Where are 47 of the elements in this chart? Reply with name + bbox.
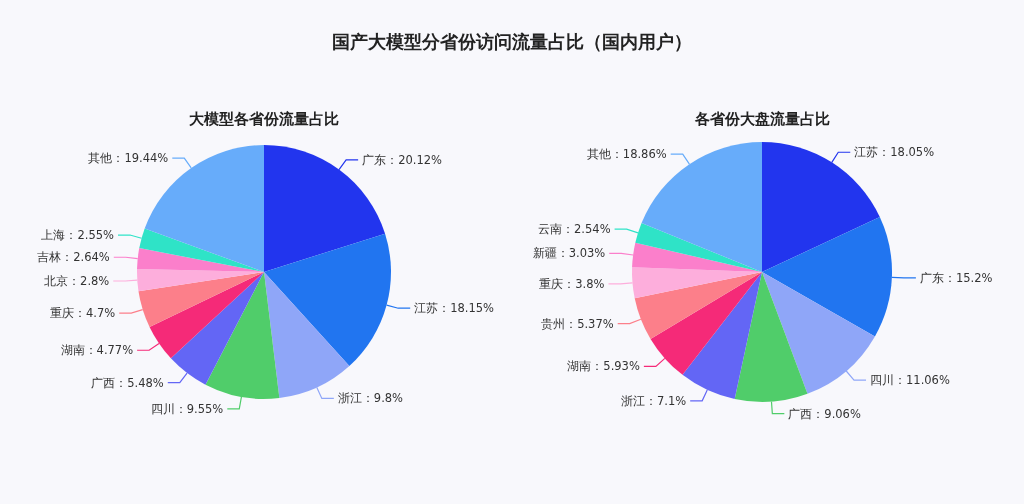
data-label: ：3.03% xyxy=(556,246,606,261)
slice-label: 江苏 xyxy=(414,301,439,316)
slice-label: 北京 xyxy=(44,273,69,288)
data-label: ：18.15% xyxy=(438,301,495,316)
slice-label: 上海 xyxy=(41,228,66,243)
data-label: ：5.37% xyxy=(565,316,614,331)
data-label: ：3.8% xyxy=(563,276,605,291)
slice-label: 广西 xyxy=(91,375,116,390)
slice-label: 其他 xyxy=(586,147,611,162)
data-label: ：9.8% xyxy=(361,391,404,406)
slice-label: 广东 xyxy=(919,270,944,285)
slice-label: 重庆 xyxy=(50,306,74,321)
data-label: ：2.64% xyxy=(61,250,110,265)
data-label: ：18.86% xyxy=(610,147,667,162)
data-label: ：18.05% xyxy=(878,145,935,160)
slice-label: 四川 xyxy=(150,401,175,416)
data-label: ：15.2% xyxy=(943,270,993,285)
chart-subtitle: 大模型各省份流量占比 xyxy=(189,110,339,128)
data-label: ：4.77% xyxy=(84,343,134,358)
data-label: ：2.55% xyxy=(65,228,115,243)
data-label: ：4.7% xyxy=(74,306,116,321)
slice-label: 贵州 xyxy=(541,316,566,331)
slice-label: 江苏 xyxy=(854,145,879,160)
data-label: ：9.55% xyxy=(174,401,224,416)
slice-label: 广东 xyxy=(362,152,387,167)
slice-label: 湖南 xyxy=(60,343,85,358)
slice-label: 湖南 xyxy=(567,359,592,374)
data-label: ：9.06% xyxy=(812,406,861,421)
data-label: ：5.93% xyxy=(591,359,640,374)
data-label: ：19.44% xyxy=(112,151,169,166)
slice-label: 浙江 xyxy=(620,393,645,408)
slice-label: 浙江 xyxy=(337,391,362,406)
slice-label: 其他 xyxy=(88,151,113,166)
slice-label: 吉林 xyxy=(37,250,62,265)
data-label: ：5.48% xyxy=(115,375,164,390)
slice-label: 云南 xyxy=(538,222,563,237)
slice-label: 重庆 xyxy=(539,276,564,291)
data-label: ：7.1% xyxy=(644,393,687,408)
data-label: ：11.06% xyxy=(894,373,950,388)
chart-title: 国产大模型分省份访问流量占比（国内用户） xyxy=(332,31,692,52)
slice-label: 广西 xyxy=(788,406,813,421)
data-label: ：2.54% xyxy=(562,222,611,237)
slice-label: 四川 xyxy=(870,373,895,388)
data-label: ：2.8% xyxy=(68,273,110,288)
chart-title: 各省份大盘流量占比 xyxy=(693,110,830,128)
slice-label: 新疆 xyxy=(532,246,557,261)
data-label: ：20.12% xyxy=(386,152,443,167)
